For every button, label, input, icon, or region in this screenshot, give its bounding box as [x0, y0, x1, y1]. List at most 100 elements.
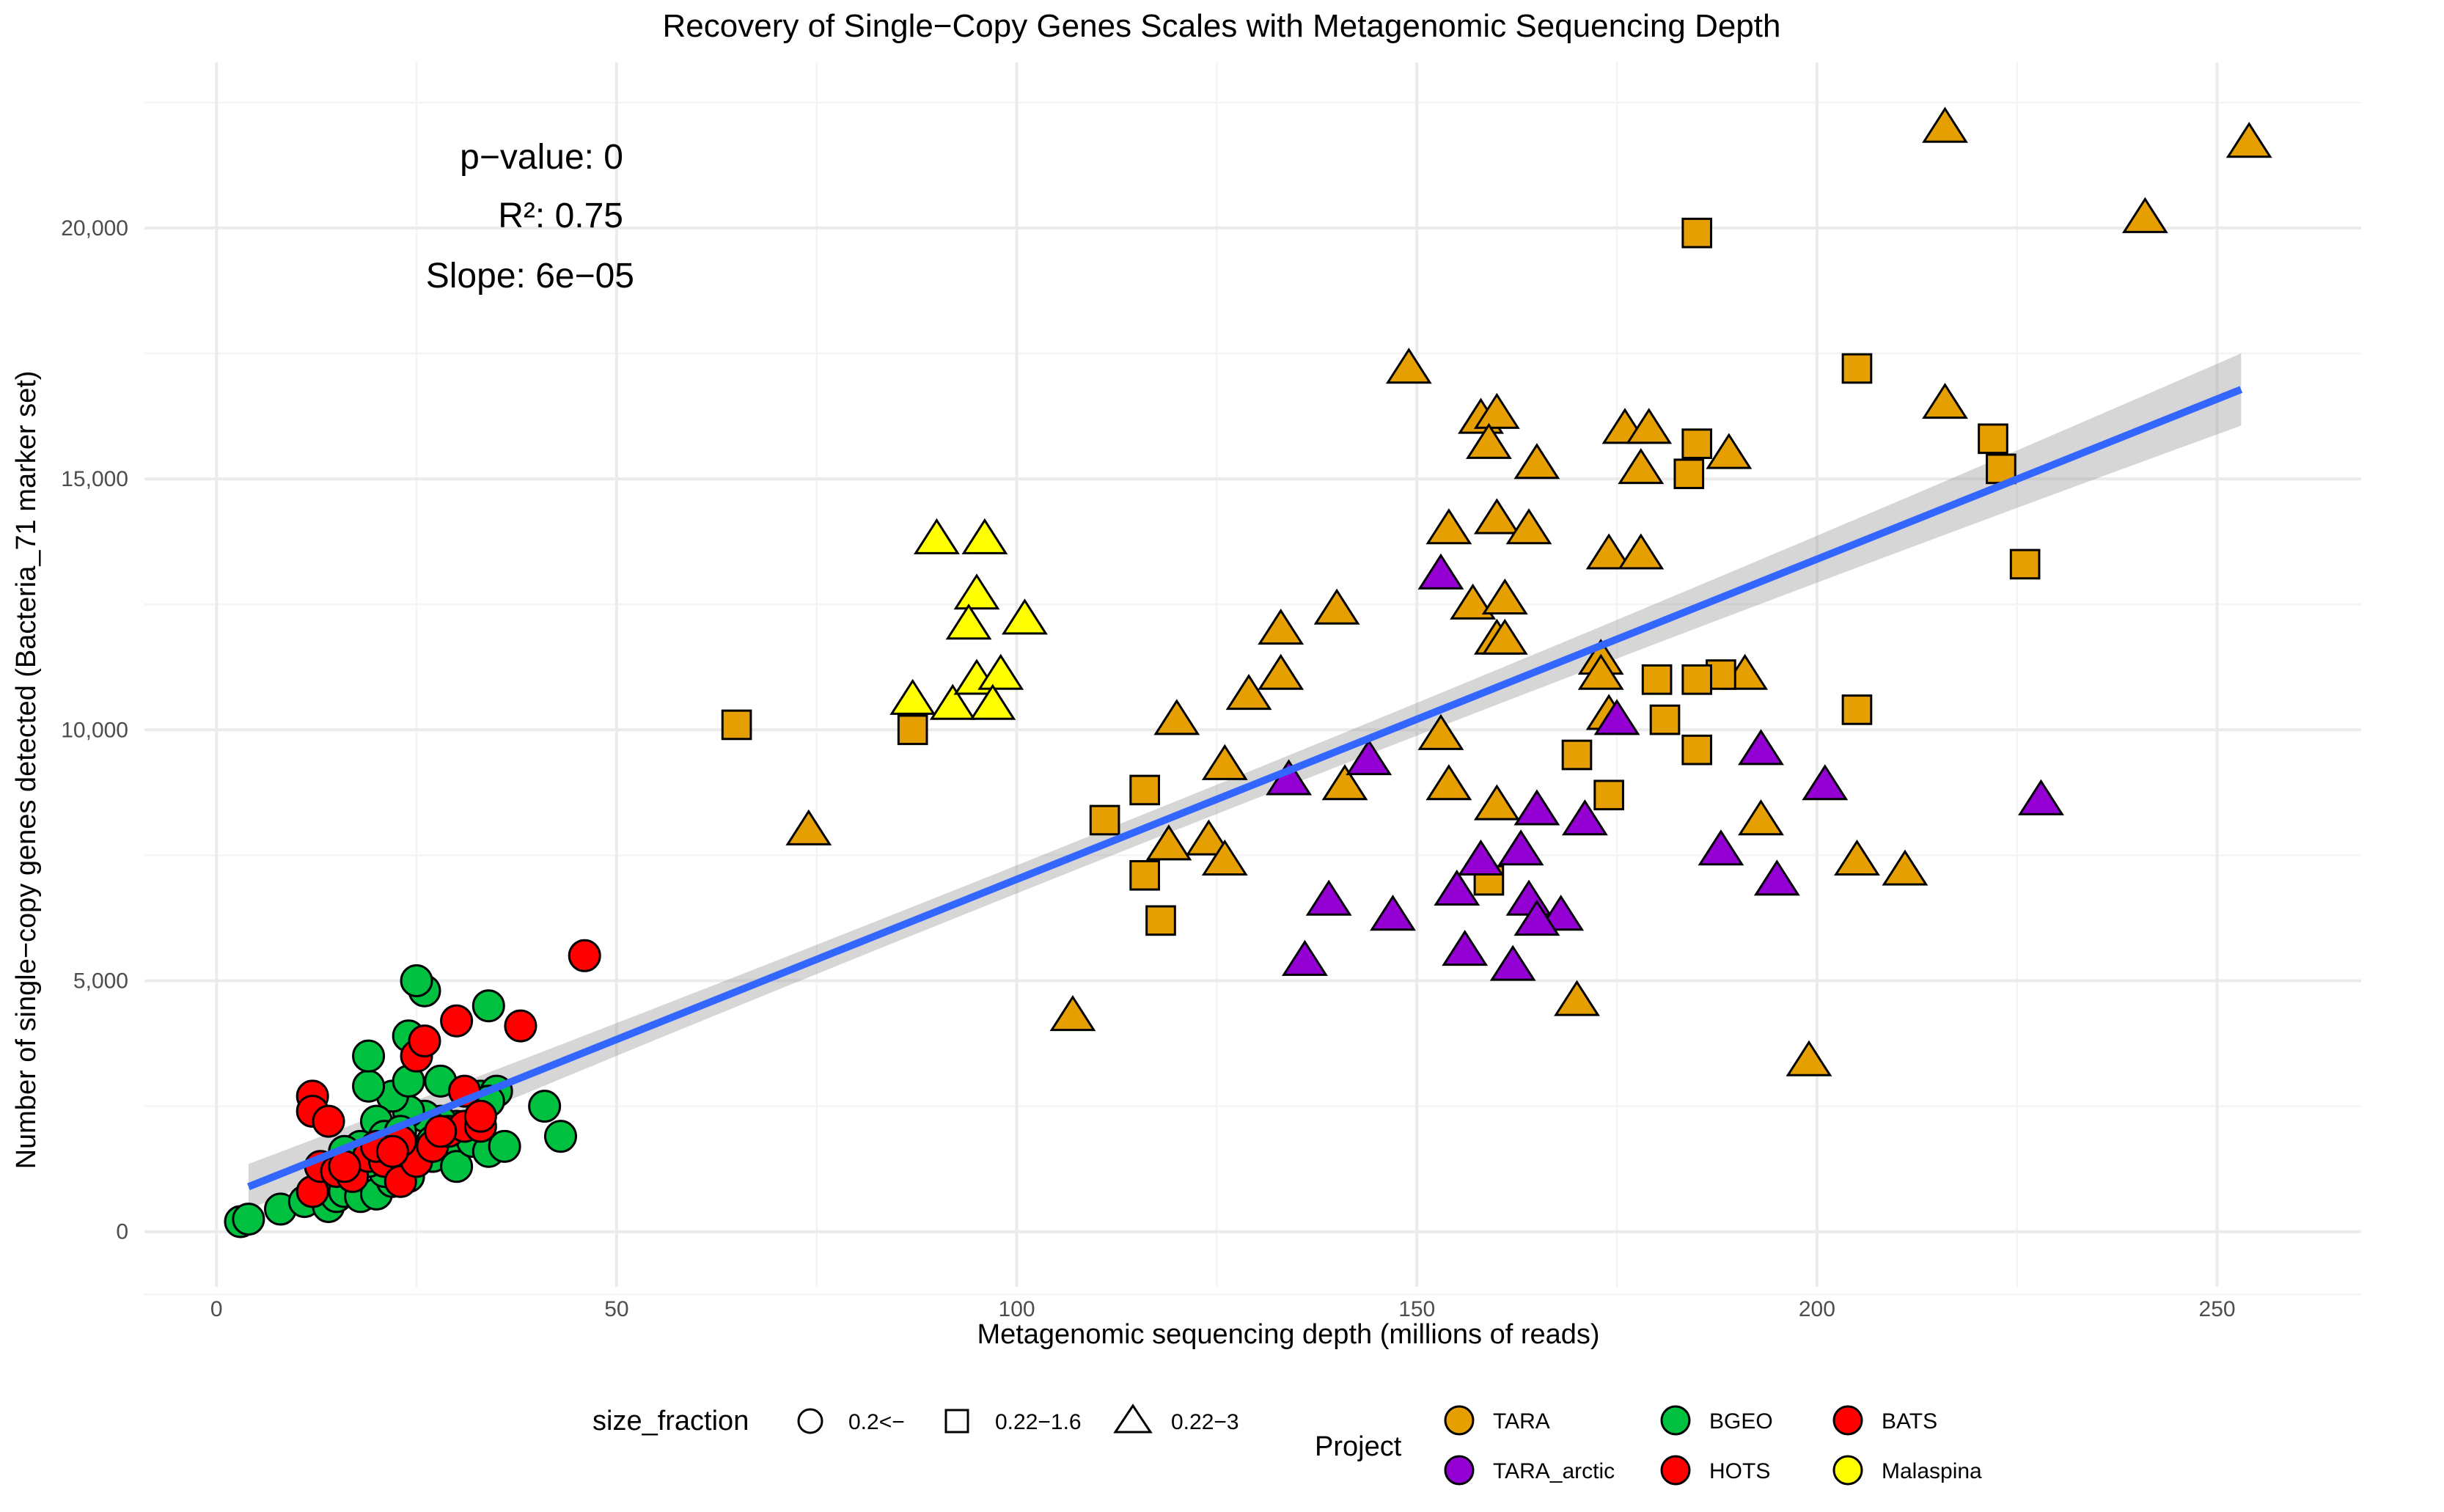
y-tick-label: 20,000 [61, 216, 128, 241]
data-point-tara-triangle [1473, 392, 1520, 429]
x-tick-label: 50 [604, 1297, 628, 1321]
y-axis-ticks: 0 5,000 10,000 15,000 20,000 [61, 216, 128, 1244]
color-legend-label: HOTS [1709, 1459, 1770, 1483]
data-point-bgeo-circle [543, 1120, 577, 1153]
data-point-tara-triangle [1505, 508, 1552, 545]
data-point-hots-circle [312, 1104, 345, 1138]
data-point-tara-arctic-triangle [1593, 699, 1640, 735]
data-point-tara-arctic-triangle [1753, 859, 1800, 896]
data-point-tara-triangle [1473, 784, 1520, 821]
data-point-tara-triangle [1225, 673, 1272, 711]
data-point-tara-triangle [1481, 578, 1528, 615]
data-point-tara-arctic-triangle [1434, 869, 1480, 906]
data-point-tara-square [1841, 694, 1873, 725]
data-point-tara-triangle [1385, 348, 1432, 384]
data-point-tara-square [1649, 704, 1681, 735]
data-point-tara-square [1593, 779, 1624, 811]
data-point-tara-triangle [1049, 995, 1096, 1032]
data-point-bgeo-circle [232, 1203, 265, 1236]
shape-legend-label: 0.2<− [848, 1410, 905, 1434]
legend-circle-icon [797, 1408, 823, 1434]
stats-annotations: p−value: 0 R²: 0.75 Slope: 6e−05 [426, 138, 634, 296]
grid [144, 62, 2361, 1296]
regression-line [247, 386, 2243, 1191]
x-tick-label: 100 [999, 1297, 1035, 1321]
shape-legend-title: size_fraction [592, 1406, 749, 1436]
data-point-tara-square [1561, 739, 1593, 771]
data-point-hots-circle [504, 1009, 537, 1043]
data-point-tara-arctic-triangle [1561, 799, 1608, 836]
data-point-tara-triangle [785, 809, 832, 845]
legend-color-swatch-icon [1832, 1455, 1863, 1486]
data-point-tara-triangle [1585, 533, 1632, 570]
data-point-tara-triangle [1706, 433, 1753, 469]
confidence-band-area [248, 353, 2242, 1210]
data-point-tara-triangle [1313, 588, 1360, 625]
data-point-tara-square [1681, 734, 1713, 766]
shape-legend-label: 0.22−1.6 [995, 1410, 1082, 1434]
x-tick-label: 200 [1799, 1297, 1835, 1321]
data-point-bgeo-circle [352, 1039, 386, 1073]
data-point-tara-arctic-triangle [1513, 789, 1560, 826]
color-legend-label: BGEO [1709, 1409, 1773, 1434]
y-tick-label: 15,000 [61, 467, 128, 491]
data-point-malaspina-triangle [945, 603, 992, 640]
data-point-tara-triangle [1417, 713, 1464, 750]
data-point-tara-square [1145, 905, 1176, 936]
data-point-bats-circle [375, 1134, 409, 1168]
data-point-bgeo-circle [352, 1069, 386, 1103]
color-legend-title: Project [1315, 1431, 1402, 1462]
data-point-tara-triangle [1834, 839, 1880, 876]
data-point-tara-triangle [1321, 764, 1368, 801]
data-point-tara-triangle [2121, 197, 2168, 233]
data-point-tara-triangle [1626, 408, 1673, 444]
color-legend-label: BATS [1882, 1409, 1937, 1434]
data-point-tara-square [1681, 217, 1713, 249]
data-points [224, 106, 2272, 1238]
data-point-malaspina-triangle [953, 573, 1000, 610]
data-point-malaspina-triangle [889, 678, 936, 715]
data-point-tara-triangle [1425, 764, 1472, 801]
data-point-tara-arctic-triangle [1738, 729, 1784, 766]
data-point-bats-circle [463, 1099, 497, 1133]
y-tick-label: 5,000 [73, 969, 128, 994]
data-point-tara-arctic-triangle [2018, 779, 2064, 815]
data-point-tara-arctic-triangle [1802, 764, 1849, 801]
data-point-tara-triangle [1473, 498, 1520, 535]
data-point-tara-arctic-triangle [1370, 895, 1416, 931]
data-point-tara-arctic-triangle [1442, 930, 1489, 966]
data-point-tara-triangle [1922, 383, 1968, 419]
data-point-tara-square [1978, 423, 2008, 455]
data-point-tara-triangle [1201, 839, 1248, 876]
data-point-tara-arctic-triangle [1489, 944, 1536, 981]
data-point-tara-square [1089, 804, 1120, 836]
data-point-tara-square [721, 709, 752, 741]
legend-triangle-icon [1113, 1403, 1153, 1434]
shape-legend-label: 0.22−3 [1171, 1410, 1239, 1434]
data-point-bgeo-circle [440, 1150, 474, 1183]
data-point-tara-triangle [1201, 744, 1248, 780]
data-point-tara-square [1641, 664, 1673, 695]
data-point-tara-arctic-triangle [1497, 829, 1544, 866]
data-point-tara-triangle [1145, 824, 1192, 861]
data-point-tara-arctic-triangle [1458, 839, 1504, 876]
data-point-tara-triangle [2225, 122, 2272, 158]
data-point-malaspina-triangle [977, 653, 1024, 690]
data-point-tara-square [1681, 664, 1713, 695]
data-point-tara-triangle [1922, 106, 1968, 143]
legend-color-swatch-icon [1832, 1405, 1863, 1436]
data-point-tara-arctic-triangle [1282, 939, 1328, 976]
data-point-tara-arctic-triangle [1417, 553, 1464, 590]
data-point-tara-triangle [1554, 980, 1600, 1016]
data-point-tara-square [1129, 859, 1160, 891]
data-point-tara-square [2009, 548, 2041, 580]
data-point-tara-triangle [1258, 608, 1304, 645]
data-point-tara-square [897, 714, 928, 746]
color-legend-label: Malaspina [1882, 1459, 1982, 1483]
data-point-tara-arctic-triangle [1305, 879, 1352, 916]
data-point-bats-circle [424, 1115, 458, 1148]
data-point-tara-triangle [1618, 533, 1665, 570]
x-tick-label: 250 [2199, 1297, 2236, 1321]
data-point-tara-triangle [1618, 447, 1665, 485]
